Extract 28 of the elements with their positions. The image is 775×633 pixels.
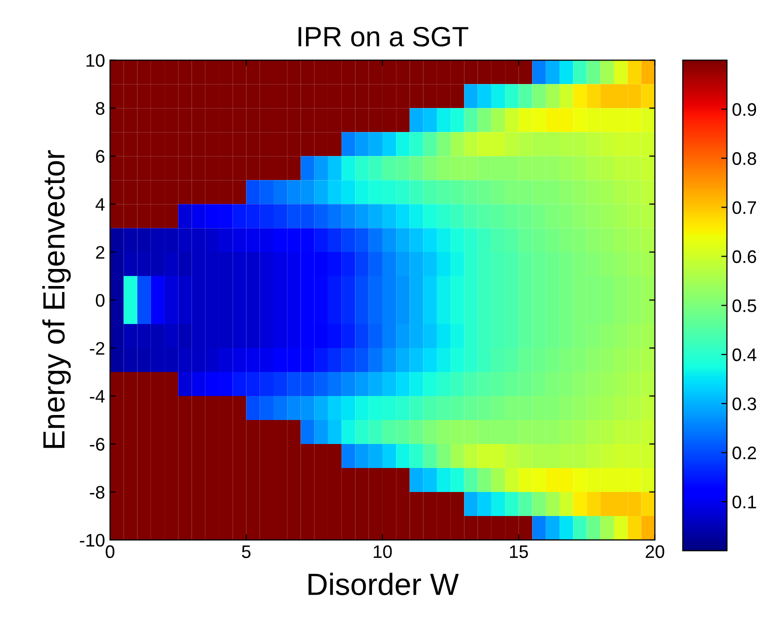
color-bar-label: 0.1 [732,496,756,508]
color-bar-label: 0.3 [732,397,756,410]
y-tick-label: 6 [96,150,104,163]
y-tick-label: -6 [90,438,104,451]
x-tick-label: 10 [374,545,392,558]
x-tick-label: 15 [510,545,528,558]
color-bar-label: 0.2 [732,446,756,460]
y-tick-label: -10 [80,534,104,547]
color-bar-label: 0.5 [732,299,756,312]
color-bar-label: 0.9 [732,103,756,116]
x-tick-label: 0 [106,545,114,558]
y-tick-label: -4 [90,390,105,403]
y-tick-label: 0 [96,294,104,307]
y-tick-label: 10 [86,54,104,67]
y-tick-label: -2 [90,342,104,355]
y-tick-label: 4 [96,198,105,211]
color-bar-label: 0.4 [732,348,756,362]
x-tick-label: 20 [646,545,664,558]
color-bar-label: 0.8 [732,152,756,165]
y-tick-label: 8 [96,102,104,115]
chart-title: IPR on a SGT [298,26,468,47]
x-tick-label: 5 [242,545,251,558]
y-tick-label: 2 [96,246,104,259]
y-tick-label: -8 [90,486,104,499]
y-axis-title: Energy of Eigenvector [42,150,71,448]
color-bar-label: 0.6 [732,250,756,264]
color-bar-label: 0.7 [732,201,756,214]
x-axis-title: Disorder W [308,572,459,596]
